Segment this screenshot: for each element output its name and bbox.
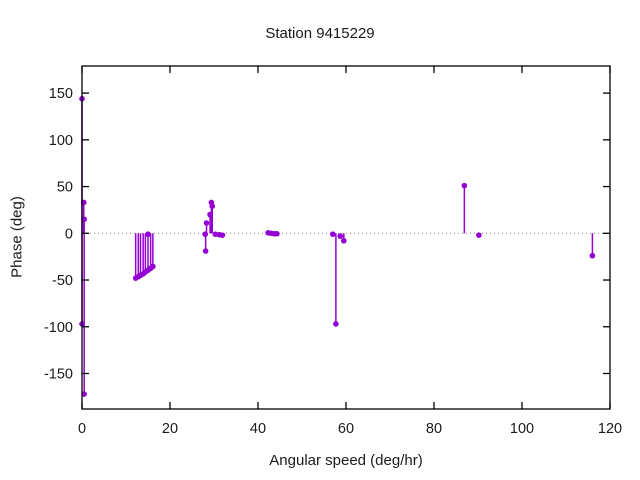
data-point [81, 391, 87, 397]
data-point [150, 263, 156, 270]
data-point [145, 231, 151, 238]
data-point [333, 321, 339, 327]
x-tick-label: 0 [78, 421, 86, 437]
y-tick-label: 50 [57, 180, 73, 196]
y-tick-label: 150 [49, 86, 73, 102]
data-point [589, 252, 596, 259]
data-point [476, 232, 482, 238]
plot-border [81, 65, 611, 410]
data-point [330, 231, 336, 238]
data-point [202, 248, 209, 254]
y-axis-label: Phase (deg) [8, 196, 26, 278]
data-point [202, 231, 208, 238]
data-point [207, 211, 213, 218]
x-tick-label: 60 [338, 421, 354, 437]
data-point [274, 230, 280, 237]
x-tick-label: 80 [426, 421, 442, 437]
data-point [81, 216, 87, 223]
x-tick-label: 40 [250, 421, 266, 437]
chart-title: Station 9415229 [265, 25, 375, 42]
x-tick-label: 100 [510, 421, 534, 437]
data-point [337, 233, 344, 239]
data-point [209, 203, 216, 209]
y-tick-label: -150 [44, 366, 73, 382]
y-tick-label: -50 [52, 273, 73, 289]
x-axis-label: Angular speed (deg/hr) [269, 452, 423, 469]
data-point [341, 237, 347, 244]
x-tick-label: 20 [162, 421, 178, 437]
y-tick-label: -100 [44, 320, 73, 336]
data-point [219, 232, 226, 238]
data-point [461, 182, 468, 189]
x-tick-label: 120 [598, 421, 622, 437]
y-tick-label: 0 [65, 226, 73, 242]
data-point [203, 220, 210, 226]
y-tick-label: 100 [49, 133, 73, 149]
